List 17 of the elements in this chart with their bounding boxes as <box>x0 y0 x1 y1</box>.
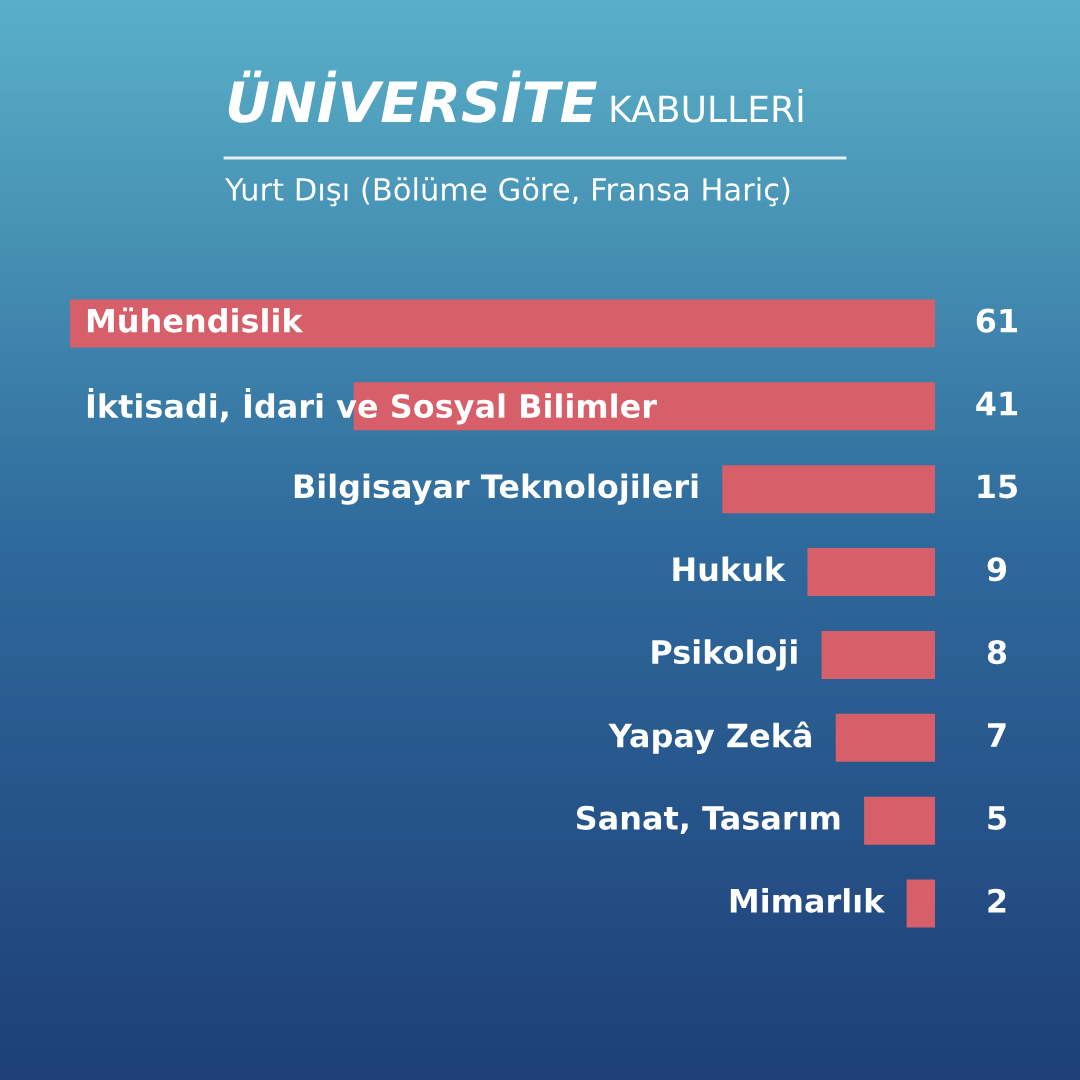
data-label: 41 <box>976 391 1018 416</box>
data-label: 5 <box>988 806 1006 830</box>
y-tick-label: Sanat, Tasarım <box>576 805 840 835</box>
chart-title: ÜNİVERSİTE KABULLERİ <box>228 70 803 123</box>
y-tick-label: Yapay Zekâ <box>608 721 811 755</box>
chart-subtitle: Yurt Dışı (Bölüme Göre, Fransa Hariç) <box>224 177 790 207</box>
data-label: 15 <box>978 474 1017 499</box>
data-label: 9 <box>987 557 1007 582</box>
data-label: 2 <box>988 888 1006 913</box>
data-label: 7 <box>988 723 1006 747</box>
y-tick-label: Psikoloji <box>652 639 797 671</box>
data-label: 8 <box>987 640 1007 665</box>
y-tick-label: Bilgisayar Teknolojileri <box>294 473 698 505</box>
y-tick-label: Hukuk <box>673 556 786 582</box>
data-label: 61 <box>976 308 1018 333</box>
y-tick-label: Mimarlık <box>730 888 885 913</box>
y-tick-label: Mühendislik <box>87 307 304 333</box>
